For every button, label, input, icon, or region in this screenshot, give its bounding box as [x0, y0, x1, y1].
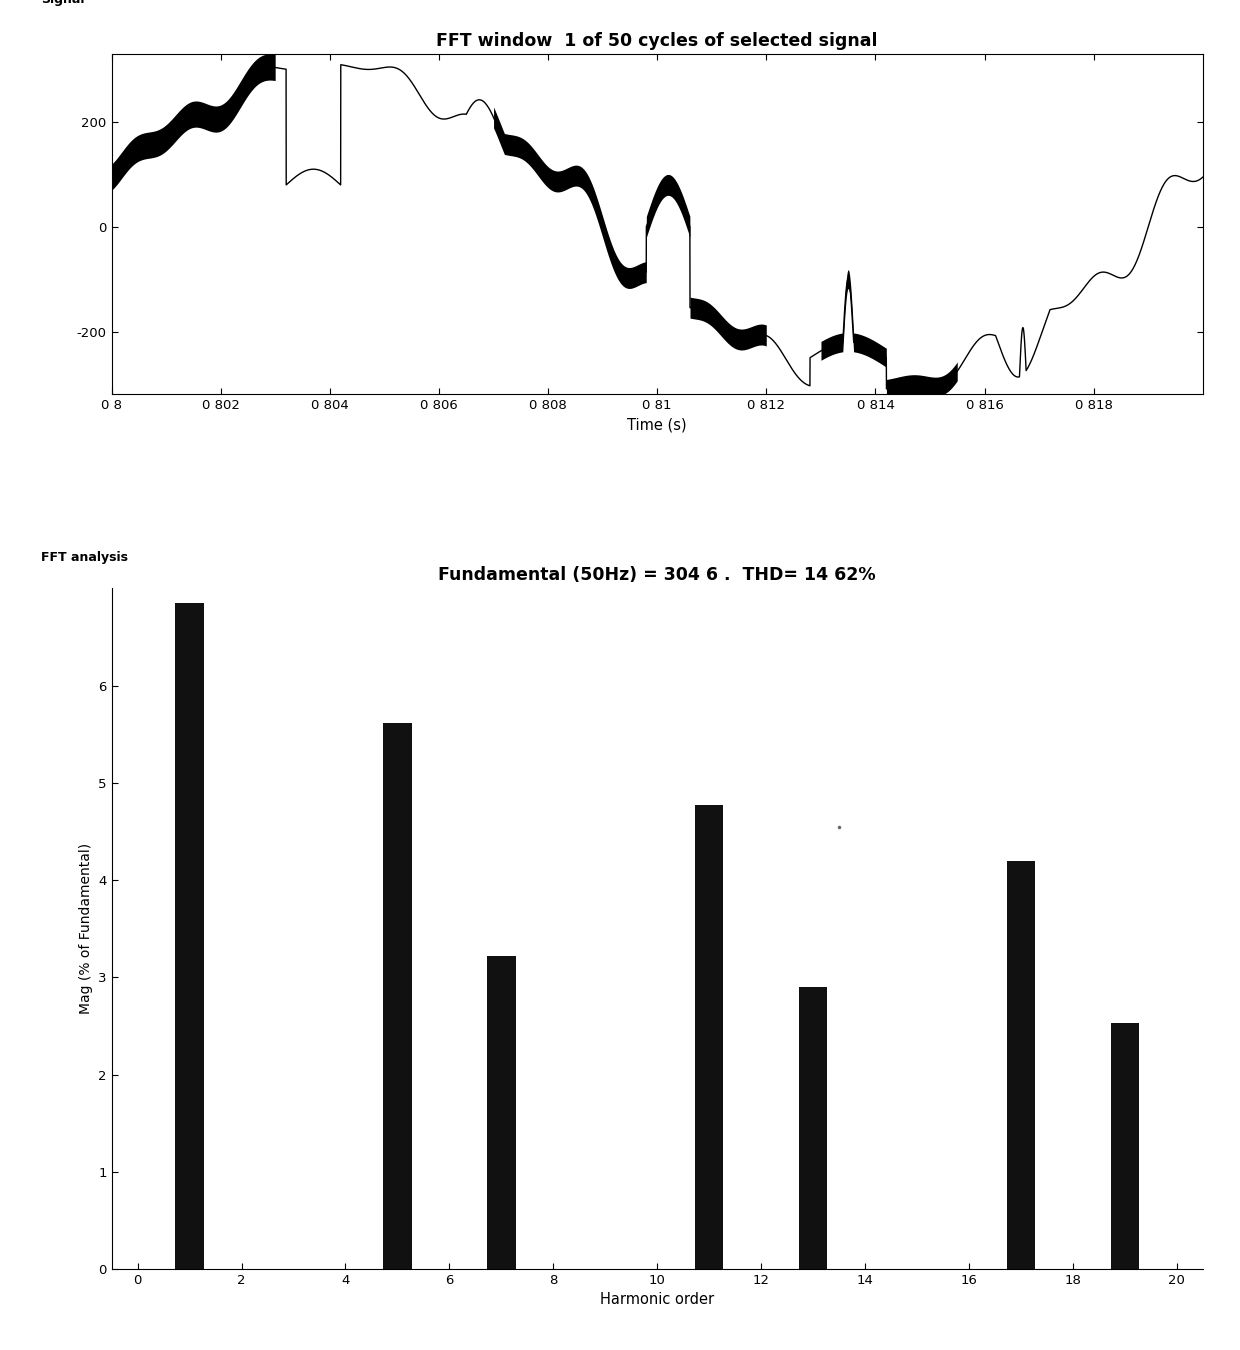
Text: Signal: Signal	[41, 0, 84, 5]
Bar	[487, 956, 516, 1269]
Bar	[799, 987, 827, 1269]
Bar	[1007, 860, 1035, 1269]
Bar	[1111, 1023, 1140, 1269]
X-axis label: Time (s): Time (s)	[627, 417, 687, 433]
X-axis label: Harmonic order: Harmonic order	[600, 1292, 714, 1307]
Text: FFT analysis: FFT analysis	[41, 551, 128, 564]
Title: Fundamental (50Hz) = 304 6 .  THD= 14 62%: Fundamental (50Hz) = 304 6 . THD= 14 62%	[439, 566, 875, 585]
Bar	[175, 603, 203, 1269]
Bar	[694, 805, 723, 1269]
Title: FFT window  1 of 50 cycles of selected signal: FFT window 1 of 50 cycles of selected si…	[436, 31, 878, 50]
Y-axis label: Mag (% of Fundamental): Mag (% of Fundamental)	[78, 844, 93, 1014]
Bar	[383, 722, 412, 1269]
